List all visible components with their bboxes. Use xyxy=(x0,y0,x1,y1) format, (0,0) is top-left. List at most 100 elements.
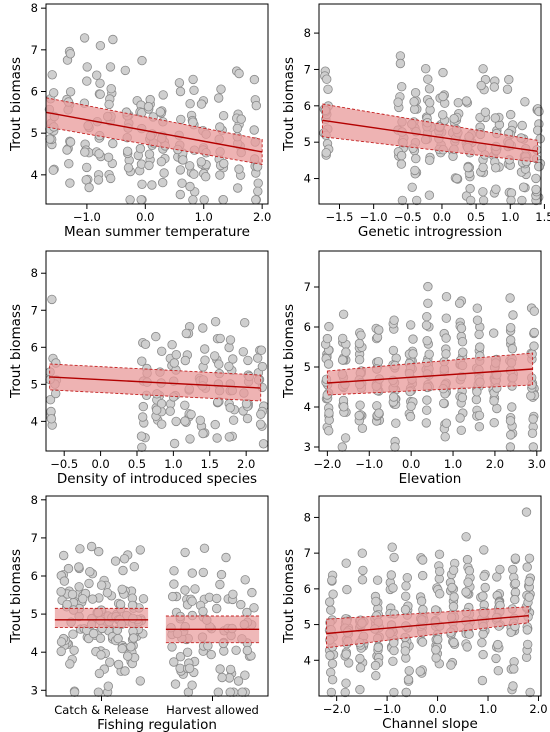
data-point xyxy=(49,88,59,98)
data-point xyxy=(200,355,210,365)
data-point xyxy=(103,681,114,691)
data-point xyxy=(175,165,186,175)
data-point xyxy=(165,406,175,416)
data-point xyxy=(206,649,216,660)
data-point xyxy=(339,402,349,412)
data-point xyxy=(441,349,451,359)
x-tick-label: 0.0 xyxy=(433,210,451,224)
data-point xyxy=(156,346,167,357)
data-point xyxy=(187,596,197,606)
data-point xyxy=(137,55,147,66)
y-tick-label: 7 xyxy=(304,280,311,294)
data-point xyxy=(167,591,178,602)
data-point xyxy=(91,70,102,80)
data-point xyxy=(187,680,197,690)
x-axis-label: Channel slope xyxy=(382,716,478,732)
data-point xyxy=(408,349,418,359)
data-point xyxy=(326,605,336,615)
data-point xyxy=(249,74,260,85)
data-point xyxy=(525,687,535,698)
y-tick-label: 6 xyxy=(304,582,311,596)
data-point xyxy=(479,571,489,582)
data-point xyxy=(136,431,147,441)
data-point xyxy=(258,439,269,449)
data-point xyxy=(237,687,247,697)
data-point xyxy=(523,639,533,650)
data-point xyxy=(184,161,195,171)
y-tick-label: 4 xyxy=(304,400,311,414)
data-point xyxy=(236,114,246,124)
data-point xyxy=(188,195,198,205)
data-point xyxy=(96,580,107,590)
y-axis-label: Trout biomass xyxy=(8,57,24,152)
data-point xyxy=(224,432,235,442)
x-tick-label: −2.0 xyxy=(313,457,341,471)
data-point xyxy=(88,628,99,639)
data-point xyxy=(528,414,538,424)
x-tick-label: 1.0 xyxy=(501,210,519,224)
data-point xyxy=(122,651,133,661)
data-point xyxy=(389,645,399,656)
data-point xyxy=(477,638,487,648)
x-tick-label: 1.5 xyxy=(201,457,219,471)
x-tick-label: 0.5 xyxy=(128,457,146,471)
data-point xyxy=(478,195,489,206)
data-point xyxy=(94,668,105,679)
data-point xyxy=(215,664,225,674)
data-point xyxy=(418,555,428,565)
data-point xyxy=(406,401,416,412)
data-point xyxy=(438,110,448,120)
data-point xyxy=(115,599,126,610)
data-point xyxy=(415,666,425,676)
data-point xyxy=(424,155,435,166)
data-point xyxy=(122,146,133,157)
data-point xyxy=(424,84,435,94)
trend-line xyxy=(327,368,533,384)
data-point xyxy=(495,564,505,575)
data-point xyxy=(180,547,190,558)
data-point xyxy=(180,400,190,411)
confidence-band xyxy=(326,606,529,649)
data-point xyxy=(253,353,263,363)
y-tick-label: 4 xyxy=(304,172,311,186)
data-point xyxy=(180,585,190,595)
data-point xyxy=(171,416,181,427)
data-point xyxy=(198,323,208,333)
panel-2: 4 5 6 7 8 Trout biomass −1.5 −1.0 −0.5 0.0 0.5 1.0 1… xyxy=(281,3,550,240)
data-point xyxy=(323,359,334,369)
data-point xyxy=(105,657,115,667)
x-tick-label: −1.0 xyxy=(373,702,401,716)
data-point xyxy=(324,321,334,332)
data-point xyxy=(435,589,445,599)
x-tick-label: −1.5 xyxy=(326,210,354,224)
data-point xyxy=(129,562,140,572)
data-point xyxy=(95,78,105,89)
data-point xyxy=(502,84,513,95)
data-point xyxy=(64,158,74,169)
data-point xyxy=(439,398,449,409)
data-point xyxy=(175,189,186,200)
data-point xyxy=(528,442,539,452)
y-tick-label: 5 xyxy=(304,135,311,149)
data-point xyxy=(47,294,57,305)
trend-line xyxy=(49,376,261,389)
data-point xyxy=(508,681,518,691)
data-point xyxy=(95,89,105,100)
data-point xyxy=(456,425,467,436)
data-point xyxy=(441,333,451,343)
data-point xyxy=(144,160,154,171)
data-point xyxy=(506,430,516,440)
data-point xyxy=(461,96,472,106)
data-point xyxy=(409,96,419,107)
data-point xyxy=(231,645,241,656)
data-point xyxy=(388,656,398,667)
data-point xyxy=(251,195,261,205)
data-point xyxy=(45,134,55,144)
data-point xyxy=(401,687,412,698)
data-point xyxy=(408,334,418,344)
data-point xyxy=(465,183,475,194)
data-point xyxy=(340,433,351,443)
data-point xyxy=(449,113,459,124)
data-point xyxy=(82,62,92,72)
